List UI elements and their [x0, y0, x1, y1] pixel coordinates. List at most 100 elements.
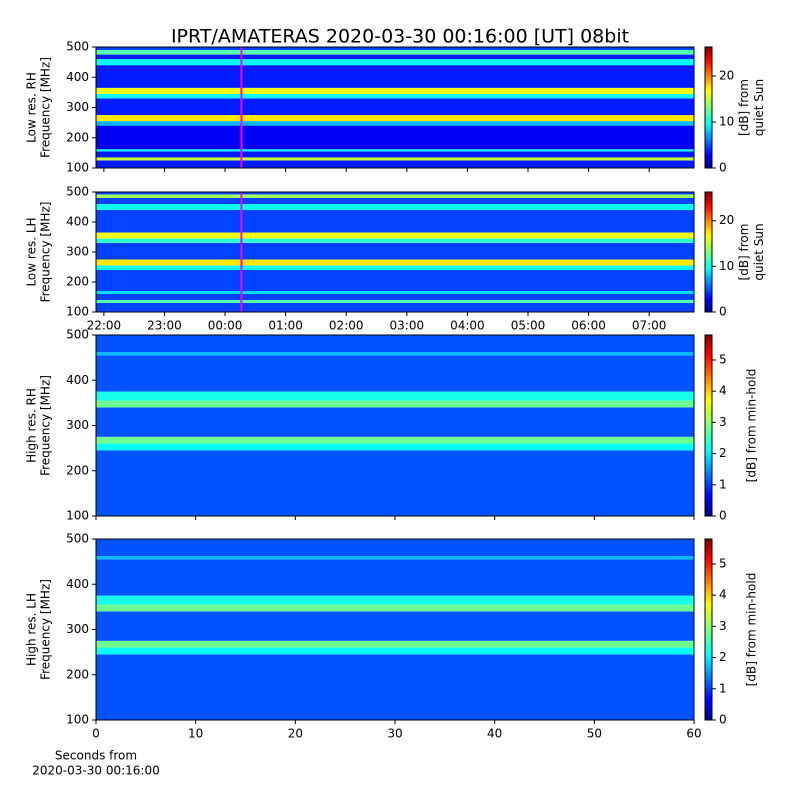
- y-tick-label: 400: [66, 373, 89, 387]
- spectrum-band: [96, 192, 694, 195]
- y-tick-label: 500: [66, 328, 89, 342]
- colorbar-tick-label: 0: [719, 509, 727, 523]
- colorbar-tick-label: 20: [719, 68, 734, 82]
- colorbar-tick-label: 2: [719, 650, 727, 664]
- x-tick-label: 04:00: [450, 319, 485, 333]
- spectrum-band: [96, 556, 694, 560]
- y-tick-label: 100: [66, 161, 89, 175]
- spectrum-band: [96, 352, 694, 356]
- x-tick-label: 40: [487, 727, 502, 741]
- spectrum-band: [96, 654, 694, 720]
- colorbar: [704, 334, 713, 517]
- spectrum-band: [96, 87, 694, 94]
- colorbar-label: [dB] from min-hold: [745, 573, 759, 687]
- x-tick-label: 0: [92, 727, 100, 741]
- figure-title: IPRT/AMATERAS 2020-03-30 00:16:00 [UT] 0…: [171, 26, 629, 48]
- spectrum-band: [96, 294, 694, 300]
- spectrum-band: [96, 98, 694, 116]
- spectrum-band: [96, 194, 694, 198]
- colorbar-label: [dB] from min-hold: [745, 369, 759, 483]
- spectrum-band: [96, 595, 694, 605]
- colorbar-tick-label: 2: [719, 446, 727, 460]
- colorbar: [704, 191, 713, 313]
- x-axis-label: 2020-03-30 00:16:00: [32, 764, 159, 778]
- spectrum-band: [96, 151, 694, 158]
- y-tick-label: 300: [66, 100, 89, 114]
- spectrum-band: [96, 300, 694, 303]
- y-tick-label: 400: [66, 577, 89, 591]
- y-axis-label: Frequency [MHz]: [39, 375, 53, 476]
- colorbar-label: quiet Sun: [752, 223, 766, 280]
- y-tick-label: 200: [66, 275, 89, 289]
- colorbar-tick-label: 20: [719, 213, 734, 227]
- x-tick-label: 30: [387, 727, 402, 741]
- spectrum-band: [96, 640, 694, 648]
- y-tick-label: 100: [66, 509, 89, 523]
- spectrum-band: [96, 93, 694, 99]
- colorbar: [704, 538, 713, 721]
- x-tick-label: 05:00: [511, 319, 546, 333]
- colorbar: [704, 46, 713, 169]
- y-tick-label: 400: [66, 70, 89, 84]
- spectrum-band: [96, 125, 694, 150]
- x-tick-label: 01:00: [268, 319, 303, 333]
- x-tick-label: 07:00: [632, 319, 667, 333]
- spectrum-band: [96, 121, 694, 126]
- spectrum-band: [96, 291, 694, 294]
- x-tick-label: 10: [188, 727, 203, 741]
- spectrum-band: [96, 238, 694, 243]
- spectrum-band: [96, 54, 694, 60]
- x-tick-label: 02:00: [329, 319, 364, 333]
- colorbar-tick-label: 4: [719, 588, 727, 602]
- spectrum-band: [96, 604, 694, 612]
- y-tick-label: 200: [66, 667, 89, 681]
- colorbar-tick-label: 10: [719, 114, 734, 128]
- spectrum-band: [96, 391, 694, 401]
- spectrum-band: [96, 204, 694, 210]
- spectrum-band: [96, 400, 694, 408]
- spectrum-band: [96, 259, 694, 266]
- y-tick-label: 500: [66, 185, 89, 199]
- y-tick-label: 300: [66, 245, 89, 259]
- x-tick-label: 22:00: [87, 319, 122, 333]
- colorbar-tick-label: 10: [719, 259, 734, 273]
- spectrum-band: [96, 160, 694, 168]
- x-tick-label: 60: [686, 727, 701, 741]
- spectrum-band: [96, 436, 694, 444]
- spectrum-band: [96, 243, 694, 260]
- spectrum-band: [96, 270, 694, 291]
- colorbar-tick-label: 4: [719, 384, 727, 398]
- colorbar-tick-label: 5: [719, 556, 727, 570]
- spectrum-band: [96, 198, 694, 204]
- x-tick-label: 23:00: [147, 319, 182, 333]
- y-axis-label: Frequency [MHz]: [39, 202, 53, 303]
- x-axis-label: Seconds from: [55, 749, 137, 763]
- y-axis-label: Frequency [MHz]: [39, 579, 53, 680]
- y-tick-label: 200: [66, 130, 89, 144]
- spectrum-band: [96, 559, 694, 596]
- spectrum-band: [96, 232, 694, 239]
- colorbar-tick-label: 0: [719, 161, 727, 175]
- y-tick-label: 200: [66, 463, 89, 477]
- colorbar-tick-label: 0: [719, 305, 727, 319]
- colorbar-label: [dB] from: [737, 79, 751, 136]
- y-axis-label: Frequency [MHz]: [39, 57, 53, 158]
- y-tick-label: 400: [66, 215, 89, 229]
- y-tick-label: 500: [66, 532, 89, 546]
- colorbar-tick-label: 3: [719, 415, 727, 429]
- y-tick-label: 300: [66, 622, 89, 636]
- x-tick-label: 50: [587, 727, 602, 741]
- spectrum-band: [96, 303, 694, 312]
- spectrum-band: [96, 157, 694, 161]
- spectrum-band: [96, 50, 694, 55]
- spectrum-band: [96, 335, 694, 353]
- colorbar-tick-label: 5: [719, 352, 727, 366]
- spectrum-band: [96, 611, 694, 641]
- x-tick-label: 00:00: [208, 319, 243, 333]
- spectrum-band: [96, 443, 694, 451]
- y-axis-label: High res. RH: [25, 388, 39, 463]
- spectrum-band: [96, 47, 694, 51]
- spectrum-band: [96, 407, 694, 437]
- y-axis-label: Low res. LH: [25, 217, 39, 286]
- x-tick-label: 06:00: [571, 319, 606, 333]
